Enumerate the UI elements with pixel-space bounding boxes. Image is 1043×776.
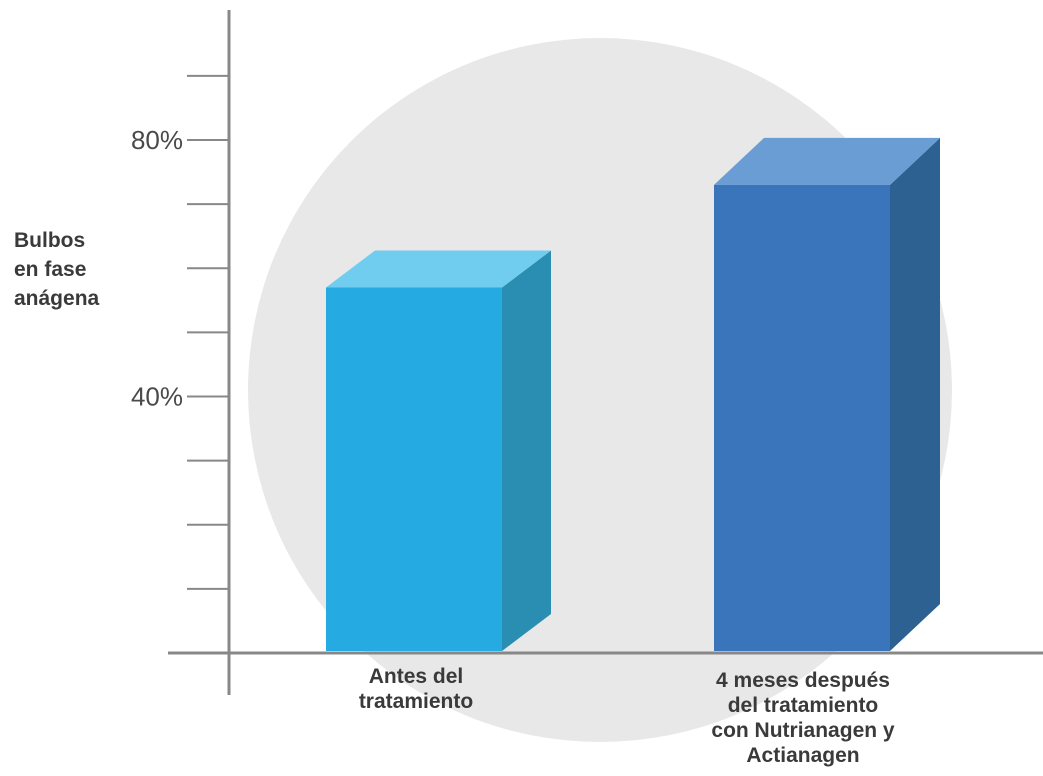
- y-axis-label-line: Bulbos: [14, 229, 86, 252]
- category-label-line: del tratamiento: [727, 694, 879, 717]
- category-label-line: tratamiento: [358, 690, 474, 713]
- bar-top-face: [326, 250, 551, 288]
- category-label-antes: Antes del tratamiento: [316, 664, 516, 714]
- bar: [714, 184, 890, 651]
- y-axis-label-line: anágena: [14, 287, 100, 310]
- bar: [326, 287, 502, 651]
- y-axis-label: Bulbos en fase anágena: [14, 226, 154, 313]
- category-label-line: Actianagen: [746, 744, 860, 767]
- y-axis-label-line: en fase: [14, 258, 87, 281]
- y-tick-label: 80%: [131, 125, 183, 155]
- bars: [326, 137, 940, 652]
- category-label-line: con Nutrianagen y: [711, 719, 895, 742]
- y-axis-ticks: 40% 80%: [131, 74, 229, 590]
- category-label-line: Antes del: [368, 665, 464, 688]
- y-tick-label: 40%: [131, 382, 183, 412]
- bar-top-face: [714, 137, 940, 185]
- bar-side-face: [502, 250, 551, 652]
- category-label-line: 4 meses después: [716, 669, 890, 692]
- category-label-despues: 4 meses después del tratamiento con Nutr…: [683, 668, 923, 768]
- bar-side-face: [890, 137, 940, 651]
